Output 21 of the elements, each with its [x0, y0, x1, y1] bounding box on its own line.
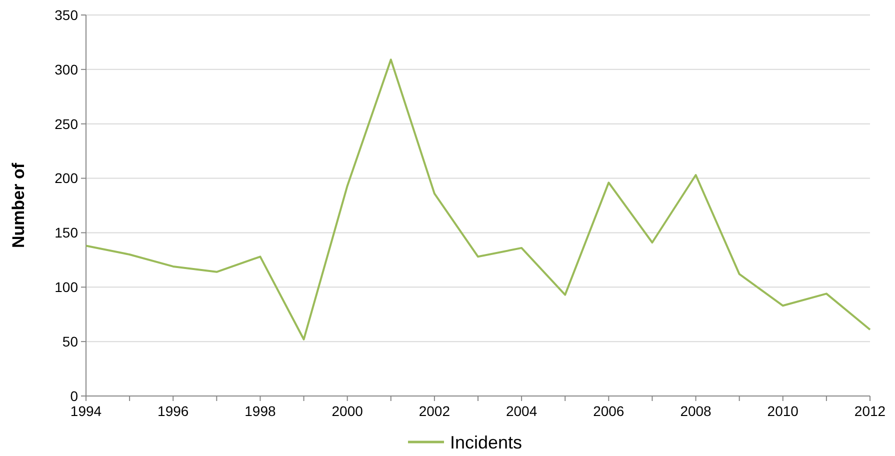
- x-tick-label: 2002: [418, 403, 450, 419]
- y-tick-label: 100: [54, 279, 78, 296]
- x-tick-label: 1996: [158, 403, 189, 419]
- line-series: [85, 58, 871, 340]
- x-tick-label: 1998: [244, 403, 276, 419]
- x-tick-label: 2006: [593, 403, 624, 419]
- legend-label: Incidents: [450, 432, 522, 452]
- x-tick-label: 2010: [767, 403, 799, 419]
- x-tick-label: 2008: [680, 403, 712, 419]
- y-axis-title: Number of: [9, 162, 28, 248]
- y-tick-label: 50: [62, 333, 78, 350]
- y-tick-label: 250: [54, 116, 78, 132]
- y-tick-label: 0: [70, 388, 78, 404]
- y-tick-label: 150: [54, 224, 78, 241]
- y-tick-label: 350: [54, 6, 78, 23]
- y-tick-label: 200: [54, 170, 78, 186]
- x-tick-label: 2000: [332, 403, 364, 419]
- x-tick-label: 2004: [506, 403, 538, 419]
- x-tick-label: 2012: [854, 403, 886, 419]
- y-tick-label: 300: [54, 61, 78, 78]
- x-tick-label: 1994: [70, 403, 102, 419]
